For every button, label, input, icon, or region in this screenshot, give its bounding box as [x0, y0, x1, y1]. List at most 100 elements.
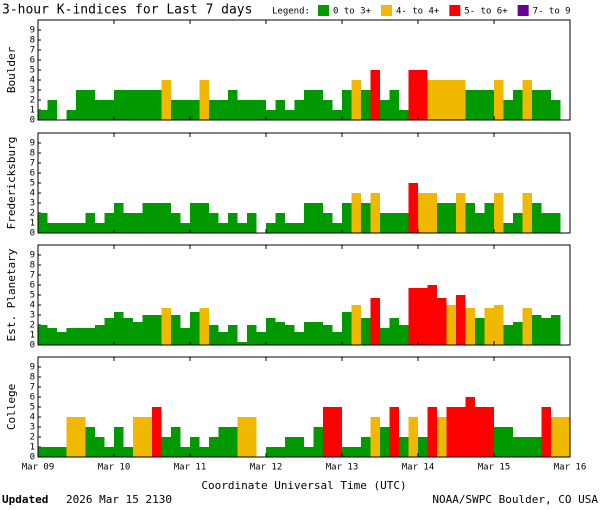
bar — [522, 437, 532, 457]
legend-title: Legend: — [272, 7, 310, 17]
x-tick-label: Mar 14 — [402, 463, 435, 473]
bar — [465, 90, 475, 120]
bar — [209, 325, 219, 345]
bar — [38, 110, 48, 120]
x-tick-label: Mar 15 — [478, 463, 511, 473]
bar — [199, 203, 209, 233]
bar — [494, 427, 504, 457]
bar — [465, 397, 475, 457]
bar — [380, 427, 390, 457]
bar — [228, 90, 238, 120]
bar — [85, 213, 95, 233]
bar — [465, 308, 475, 345]
bar — [456, 80, 466, 120]
y-tick-label: 2 — [30, 96, 35, 106]
bar — [57, 223, 67, 233]
bar — [456, 407, 466, 457]
bar — [389, 407, 399, 457]
y-tick-label: 2 — [30, 321, 35, 331]
bar — [237, 100, 247, 120]
bar — [38, 213, 48, 233]
bar — [513, 437, 523, 457]
bar — [95, 437, 105, 457]
bar — [152, 203, 162, 233]
bar — [66, 417, 76, 457]
bar — [180, 223, 190, 233]
bar — [66, 110, 76, 120]
bar — [503, 100, 513, 120]
bar — [218, 223, 228, 233]
updated-time: 2026 Mar 15 2130 — [66, 493, 172, 506]
legend-swatch — [517, 5, 529, 16]
bar — [494, 80, 504, 120]
y-tick-label: 2 — [30, 209, 35, 219]
bar — [399, 213, 409, 233]
bar — [85, 90, 95, 120]
updated-label: Updated — [2, 493, 48, 506]
y-tick-label: 7 — [30, 46, 35, 56]
y-tick-label: 8 — [30, 149, 35, 159]
y-tick-label: 5 — [30, 66, 35, 76]
bar — [532, 90, 542, 120]
bar — [361, 90, 371, 120]
bar — [484, 203, 494, 233]
bar — [142, 90, 152, 120]
bar — [294, 223, 304, 233]
bar — [152, 90, 162, 120]
bar — [332, 332, 342, 345]
bar — [437, 203, 447, 233]
bar — [76, 90, 86, 120]
bar — [228, 427, 238, 457]
y-tick-label: 9 — [30, 251, 35, 261]
bar — [275, 447, 285, 457]
bar — [541, 213, 551, 233]
bar — [228, 325, 238, 345]
bar — [199, 308, 209, 345]
bar — [332, 223, 342, 233]
bar — [304, 322, 314, 345]
y-tick-label: 0 — [30, 116, 35, 126]
bar — [446, 203, 456, 233]
bar — [47, 328, 57, 345]
x-tick-label: Mar 16 — [554, 463, 587, 473]
bar — [95, 223, 105, 233]
bar — [427, 407, 437, 457]
bar — [209, 437, 219, 457]
bar — [114, 312, 124, 345]
bar — [370, 298, 380, 345]
bar — [342, 90, 352, 120]
bar — [275, 322, 285, 345]
bar — [370, 417, 380, 457]
bar — [541, 318, 551, 345]
bar — [399, 110, 409, 120]
bar — [47, 223, 57, 233]
y-tick-label: 4 — [30, 413, 35, 423]
bar — [152, 315, 162, 345]
bar — [133, 213, 143, 233]
legend-swatch — [449, 5, 461, 16]
bar — [370, 70, 380, 120]
bar — [389, 90, 399, 120]
bar — [218, 427, 228, 457]
y-tick-label: 5 — [30, 403, 35, 413]
bar — [114, 90, 124, 120]
bar — [484, 407, 494, 457]
bar — [285, 437, 295, 457]
bar — [418, 288, 428, 345]
bar — [446, 407, 456, 457]
y-tick-label: 4 — [30, 301, 35, 311]
y-tick-label: 0 — [30, 229, 35, 239]
bar — [351, 80, 361, 120]
bar — [256, 332, 266, 345]
bar — [342, 447, 352, 457]
bar — [171, 427, 181, 457]
bar — [351, 447, 361, 457]
bar — [342, 312, 352, 345]
bar — [47, 447, 57, 457]
y-tick-label: 7 — [30, 383, 35, 393]
x-tick-label: Mar 10 — [98, 463, 131, 473]
bar — [285, 223, 295, 233]
bar — [408, 183, 418, 233]
bar — [399, 325, 409, 345]
